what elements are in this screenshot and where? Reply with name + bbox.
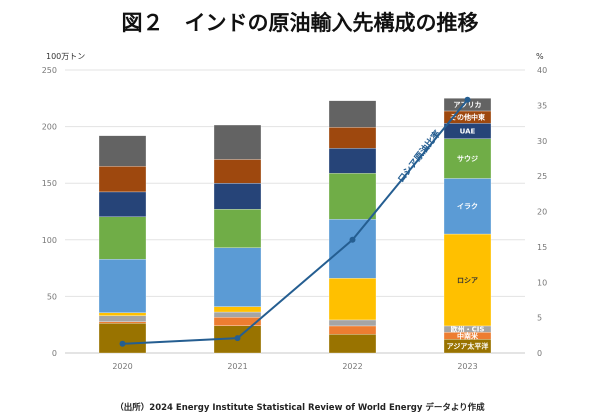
line-point bbox=[119, 340, 126, 347]
bar-segment bbox=[213, 159, 262, 184]
left-tick-label: 250 bbox=[42, 66, 57, 75]
bar-segment bbox=[328, 127, 377, 149]
bar-segment bbox=[443, 138, 492, 179]
bar-segment bbox=[213, 124, 262, 160]
bar-segment bbox=[98, 321, 147, 324]
bar-segment bbox=[213, 306, 262, 313]
x-tick-label: 2021 bbox=[227, 362, 247, 371]
right-tick-label: 25 bbox=[537, 172, 547, 181]
bar-segment bbox=[213, 183, 262, 210]
bar-segment bbox=[328, 325, 377, 335]
right-tick-label: 15 bbox=[537, 243, 547, 252]
bar-segment bbox=[328, 319, 377, 327]
x-tick-label: 2023 bbox=[457, 362, 477, 371]
line-point bbox=[349, 236, 356, 243]
segment-label: サウジ bbox=[457, 154, 478, 163]
right-tick-label: 0 bbox=[537, 349, 542, 358]
segment-label: アジア太平洋 bbox=[447, 342, 489, 351]
bar-segment bbox=[213, 247, 262, 307]
bar-segment bbox=[98, 323, 147, 354]
segment-label: 中南米 bbox=[457, 331, 479, 340]
bar-segment bbox=[98, 259, 147, 313]
bar-segment bbox=[98, 315, 147, 322]
segment-label: アフリカ bbox=[454, 101, 482, 109]
bar-segment bbox=[98, 312, 147, 316]
bar-segment bbox=[328, 334, 377, 354]
bar-segment bbox=[443, 178, 492, 235]
russia-share-line bbox=[119, 96, 471, 347]
right-tick-label: 10 bbox=[537, 278, 547, 287]
bar-segment bbox=[98, 135, 147, 167]
source-footer: （出所）2024 Energy Institute Statistical Re… bbox=[115, 402, 485, 413]
line-point bbox=[234, 335, 241, 342]
line-point bbox=[464, 96, 471, 103]
left-tick-label: 50 bbox=[47, 292, 57, 301]
bar-segment bbox=[213, 311, 262, 318]
bar-segment bbox=[98, 191, 147, 217]
right-axis-unit: % bbox=[536, 52, 544, 61]
left-tick-label: 100 bbox=[42, 236, 57, 245]
right-tick-label: 30 bbox=[537, 137, 547, 146]
bar-segment bbox=[443, 233, 492, 327]
left-tick-label: 0 bbox=[52, 349, 57, 358]
bar-segment bbox=[328, 278, 377, 321]
bar-segment bbox=[328, 148, 377, 174]
segment-label: イラク bbox=[457, 202, 478, 211]
x-tick-label: 2022 bbox=[342, 362, 362, 371]
right-tick-label: 35 bbox=[537, 101, 547, 110]
bar-segment bbox=[98, 166, 147, 193]
x-axis-ticks: 2020 2021 2022 2023 bbox=[112, 362, 477, 371]
right-tick-label: 40 bbox=[537, 66, 547, 75]
segment-label: 欧州・CIS bbox=[451, 325, 485, 334]
left-axis-unit: 100万トン bbox=[46, 52, 85, 61]
bar-segment bbox=[213, 209, 262, 248]
left-axis-ticks: 0 50 100 150 200 250 bbox=[42, 66, 57, 358]
right-tick-label: 20 bbox=[537, 208, 547, 217]
x-tick-label: 2020 bbox=[112, 362, 132, 371]
right-tick-label: 5 bbox=[537, 314, 542, 323]
left-tick-label: 200 bbox=[42, 123, 57, 132]
right-axis-ticks: 0 5 10 15 20 25 30 35 40 bbox=[537, 66, 547, 358]
line-label: ロシア原油比率 bbox=[395, 128, 443, 185]
left-tick-label: 150 bbox=[42, 179, 57, 188]
bar-segment bbox=[328, 100, 377, 128]
segment-label: UAE bbox=[460, 128, 476, 136]
chart-title: 図２ インドの原油輸入先構成の推移 bbox=[122, 11, 479, 35]
segment-label: ロシア bbox=[457, 276, 478, 284]
bar-segment bbox=[98, 216, 147, 260]
bar-segment bbox=[328, 219, 377, 279]
bar-segment bbox=[328, 173, 377, 220]
segment-label: その他中東 bbox=[450, 113, 486, 122]
line-path bbox=[122, 99, 469, 345]
